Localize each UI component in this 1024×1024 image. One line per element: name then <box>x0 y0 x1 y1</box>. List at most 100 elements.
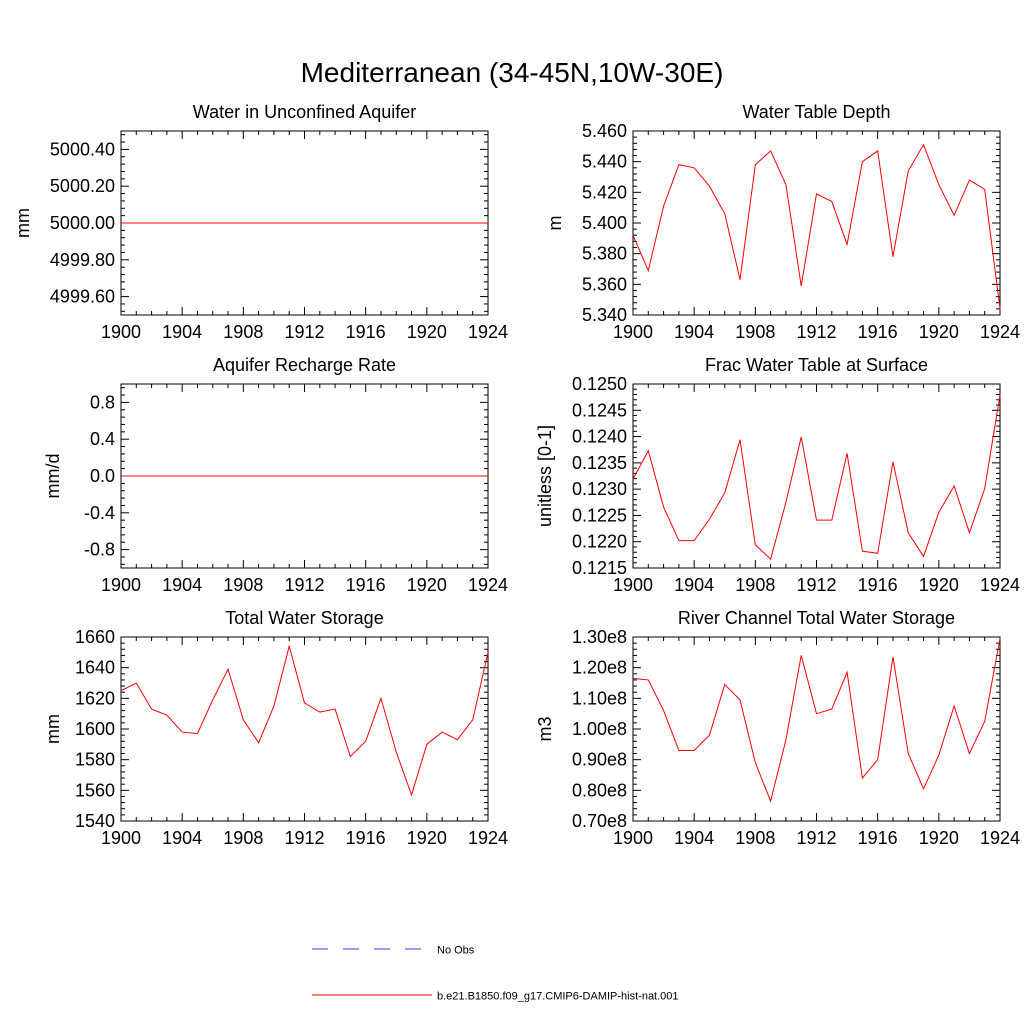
x-tick-label: 1900 <box>101 828 141 848</box>
legend-obs-label: No Obs <box>437 945 475 957</box>
y-tick-label: 0.1235 <box>572 453 627 473</box>
y-tick-label: 1.10e8 <box>572 688 627 708</box>
legend-model-label: b.e21.B1850.f09_g17.CMIP6-DAMIP-hist-nat… <box>437 991 679 1003</box>
y-axis-label: mm/d <box>43 454 63 499</box>
y-tick-label: 5.360 <box>582 274 627 294</box>
y-tick-label: 0.80e8 <box>572 780 627 800</box>
y-tick-label: 0.1215 <box>572 558 627 578</box>
panel-2: Water Table Depth 1900 1904 1908 1912 1916 192… <box>545 102 1020 342</box>
x-tick-label: 1904 <box>162 322 202 342</box>
x-tick-label: 1908 <box>223 575 263 595</box>
legend: No Obs b.e21.B1850.f09_g17.CMIP6-DAMIP-h… <box>312 945 679 1003</box>
y-axis-label: m3 <box>535 716 555 741</box>
y-tick-label: 5.460 <box>582 121 627 141</box>
y-tick-label: 4999.80 <box>50 250 115 270</box>
y-tick-label: 0.1220 <box>572 532 627 552</box>
x-tick-label: 1908 <box>735 575 775 595</box>
x-tick-label: 1904 <box>674 322 714 342</box>
y-tick-label: 0.1230 <box>572 479 627 499</box>
y-axis-label: mm <box>13 208 33 238</box>
x-tick-label: 1912 <box>284 322 324 342</box>
panel-title: Aquifer Recharge Rate <box>213 355 396 375</box>
x-tick-label: 1916 <box>346 575 386 595</box>
panel-6: River Channel Total Water Storage 1900 190… <box>535 608 1020 848</box>
y-axis-label: m <box>545 216 565 231</box>
x-tick-label: 1920 <box>407 828 447 848</box>
panel-1: Water in Unconfined Aquifer 1900 1904 1908 1… <box>13 102 508 342</box>
x-tick-label: 1908 <box>223 828 263 848</box>
y-tick-label: 0.1225 <box>572 505 627 525</box>
y-tick-label: 0.1250 <box>572 374 627 394</box>
x-tick-label: 1924 <box>468 575 508 595</box>
x-tick-label: 1900 <box>101 575 141 595</box>
x-tick-label: 1904 <box>674 828 714 848</box>
x-tick-label: 1920 <box>407 322 447 342</box>
y-tick-label: 5.400 <box>582 213 627 233</box>
y-tick-label: -0.4 <box>84 503 115 523</box>
panel-3: Aquifer Recharge Rate 1900 1904 1908 1912 191… <box>43 355 508 595</box>
panel-title: Water in Unconfined Aquifer <box>193 102 416 122</box>
x-tick-label: 1900 <box>613 828 653 848</box>
x-tick-label: 1904 <box>674 575 714 595</box>
x-tick-label: 1908 <box>223 322 263 342</box>
figure-title: Mediterranean (34-45N,10W-30E) <box>301 57 724 88</box>
series-line <box>632 638 1001 803</box>
panel-title: Water Table Depth <box>742 102 890 122</box>
x-tick-label: 1924 <box>468 828 508 848</box>
y-tick-label: 5.340 <box>582 305 627 325</box>
y-tick-label: 1.00e8 <box>572 719 627 739</box>
y-tick-label: 1.20e8 <box>572 658 627 678</box>
x-tick-label: 1908 <box>735 828 775 848</box>
x-tick-label: 1900 <box>613 322 653 342</box>
x-tick-label: 1912 <box>284 828 324 848</box>
x-tick-label: 1912 <box>796 322 836 342</box>
x-tick-label: 1924 <box>980 322 1020 342</box>
series-line <box>632 394 1001 560</box>
y-tick-label: 1560 <box>75 780 115 800</box>
x-tick-label: 1900 <box>613 575 653 595</box>
y-tick-label: 1600 <box>75 719 115 739</box>
x-tick-label: 1924 <box>980 575 1020 595</box>
x-tick-label: 1920 <box>407 575 447 595</box>
series-line <box>120 644 489 797</box>
y-tick-label: 0.1245 <box>572 400 627 420</box>
y-tick-label: 4999.60 <box>50 287 115 307</box>
x-tick-label: 1912 <box>796 575 836 595</box>
x-tick-label: 1916 <box>346 828 386 848</box>
y-tick-label: 0.1240 <box>572 427 627 447</box>
x-tick-label: 1924 <box>468 322 508 342</box>
y-tick-label: 0.70e8 <box>572 811 627 831</box>
y-tick-label: 1.30e8 <box>572 627 627 647</box>
x-tick-label: 1908 <box>735 322 775 342</box>
y-tick-label: 5.380 <box>582 244 627 264</box>
y-tick-label: 0.90e8 <box>572 750 627 770</box>
y-tick-label: 1580 <box>75 750 115 770</box>
y-tick-label: 0.4 <box>90 429 115 449</box>
x-tick-label: 1920 <box>919 322 959 342</box>
y-tick-label: 5.420 <box>582 182 627 202</box>
series-line <box>632 143 1001 309</box>
y-tick-label: 5000.20 <box>50 176 115 196</box>
y-axis-label: unitless [0-1] <box>535 425 555 527</box>
x-tick-label: 1904 <box>162 575 202 595</box>
panel-title: River Channel Total Water Storage <box>678 608 955 628</box>
chart-panels: Water in Unconfined Aquifer 1900 1904 1908 1… <box>13 102 1020 848</box>
x-tick-label: 1924 <box>980 828 1020 848</box>
panel-title: Frac Water Table at Surface <box>705 355 928 375</box>
y-tick-label: 5000.00 <box>50 213 115 233</box>
panel-4: Frac Water Table at Surface 1900 1904 1908 1… <box>535 355 1020 595</box>
y-tick-label: 5.440 <box>582 152 627 172</box>
panel-5: Total Water Storage 1900 1904 1908 1912 1916 1… <box>43 608 508 848</box>
y-tick-label: 0.0 <box>90 466 115 486</box>
y-tick-label: 1640 <box>75 658 115 678</box>
y-tick-label: 1620 <box>75 688 115 708</box>
x-tick-label: 1916 <box>858 575 898 595</box>
panel-title: Total Water Storage <box>225 608 383 628</box>
x-tick-label: 1912 <box>284 575 324 595</box>
x-tick-label: 1916 <box>346 322 386 342</box>
y-tick-label: 5000.40 <box>50 139 115 159</box>
x-tick-label: 1904 <box>162 828 202 848</box>
y-tick-label: -0.8 <box>84 540 115 560</box>
